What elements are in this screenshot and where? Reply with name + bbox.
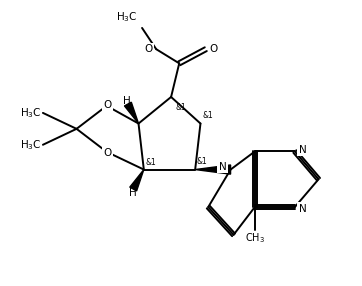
Text: H: H [129, 188, 136, 198]
Text: N: N [299, 204, 307, 214]
Text: $\mathregular{H_3C}$: $\mathregular{H_3C}$ [20, 106, 41, 120]
Text: &1: &1 [146, 158, 156, 167]
Text: O: O [103, 148, 111, 158]
Text: H: H [123, 96, 131, 106]
Text: O: O [144, 44, 152, 54]
Text: &1: &1 [202, 111, 213, 120]
Text: O: O [103, 100, 111, 110]
Text: N: N [299, 145, 307, 155]
Text: &1: &1 [197, 157, 208, 166]
Text: O: O [210, 44, 218, 54]
Polygon shape [125, 102, 139, 124]
Text: N: N [219, 162, 227, 172]
Text: $\mathregular{CH_3}$: $\mathregular{CH_3}$ [245, 231, 265, 245]
Polygon shape [130, 170, 144, 191]
Text: $\mathregular{H_3C}$: $\mathregular{H_3C}$ [116, 11, 138, 24]
Text: $\mathregular{H_3C}$: $\mathregular{H_3C}$ [20, 138, 41, 152]
Polygon shape [195, 165, 231, 174]
Text: &1: &1 [175, 103, 186, 112]
